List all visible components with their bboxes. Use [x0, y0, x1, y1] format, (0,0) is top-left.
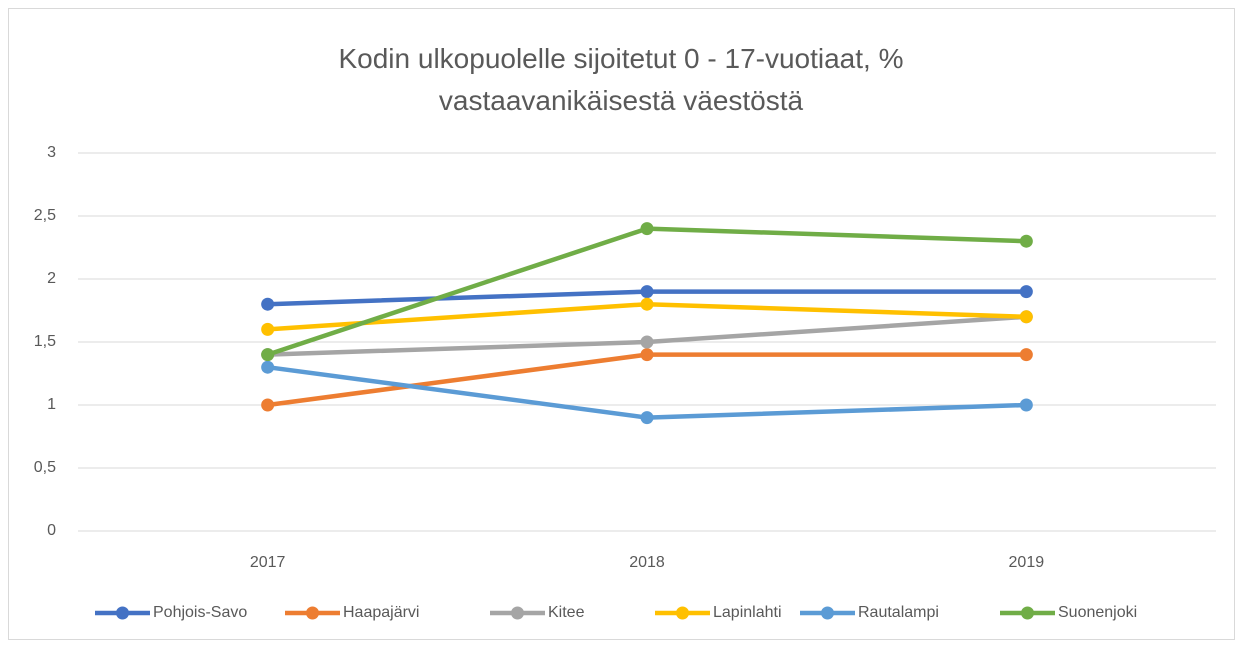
data-point: [261, 348, 275, 362]
y-tick-label: 1,5: [34, 333, 56, 350]
data-point: [261, 322, 275, 336]
chart-border: [8, 8, 1235, 640]
y-tick-label: 0: [47, 522, 56, 539]
y-tick-label: 1: [47, 396, 56, 413]
legend-swatch-marker: [821, 606, 834, 620]
data-point: [640, 348, 654, 362]
chart-title: Kodin ulkopuolelle sijoitetut 0 - 17-vuo…: [338, 43, 904, 116]
x-tick-label: 2018: [629, 554, 665, 571]
legend-swatch-marker: [676, 606, 689, 620]
legend-label: Haapajärvi: [343, 604, 419, 621]
data-point: [1019, 285, 1033, 299]
legend-label: Rautalampi: [858, 604, 939, 621]
data-point: [640, 335, 654, 349]
legend-label: Kitee: [548, 604, 585, 621]
data-point: [640, 285, 654, 299]
data-point: [261, 297, 275, 311]
legend-label: Suonenjoki: [1058, 604, 1137, 621]
data-point: [1019, 234, 1033, 248]
x-tick-label: 2017: [250, 554, 286, 571]
legend-swatch-marker: [306, 606, 319, 620]
data-point: [1019, 310, 1033, 324]
legend-swatch-marker: [1021, 606, 1034, 620]
data-point: [261, 398, 275, 412]
legend-label: Lapinlahti: [713, 604, 782, 621]
data-point: [640, 222, 654, 236]
data-point: [640, 411, 654, 425]
legend-swatch-marker: [511, 606, 524, 620]
data-point: [261, 360, 275, 374]
y-tick-label: 2: [47, 270, 56, 287]
y-tick-label: 3: [47, 144, 56, 161]
data-point: [1019, 398, 1033, 412]
legend-label: Pohjois-Savo: [153, 604, 247, 621]
data-point: [1019, 348, 1033, 362]
x-tick-label: 2019: [1009, 554, 1045, 571]
y-tick-label: 2,5: [34, 207, 56, 224]
data-point: [640, 297, 654, 311]
legend-swatch-marker: [116, 606, 129, 620]
y-tick-label: 0,5: [34, 459, 56, 476]
